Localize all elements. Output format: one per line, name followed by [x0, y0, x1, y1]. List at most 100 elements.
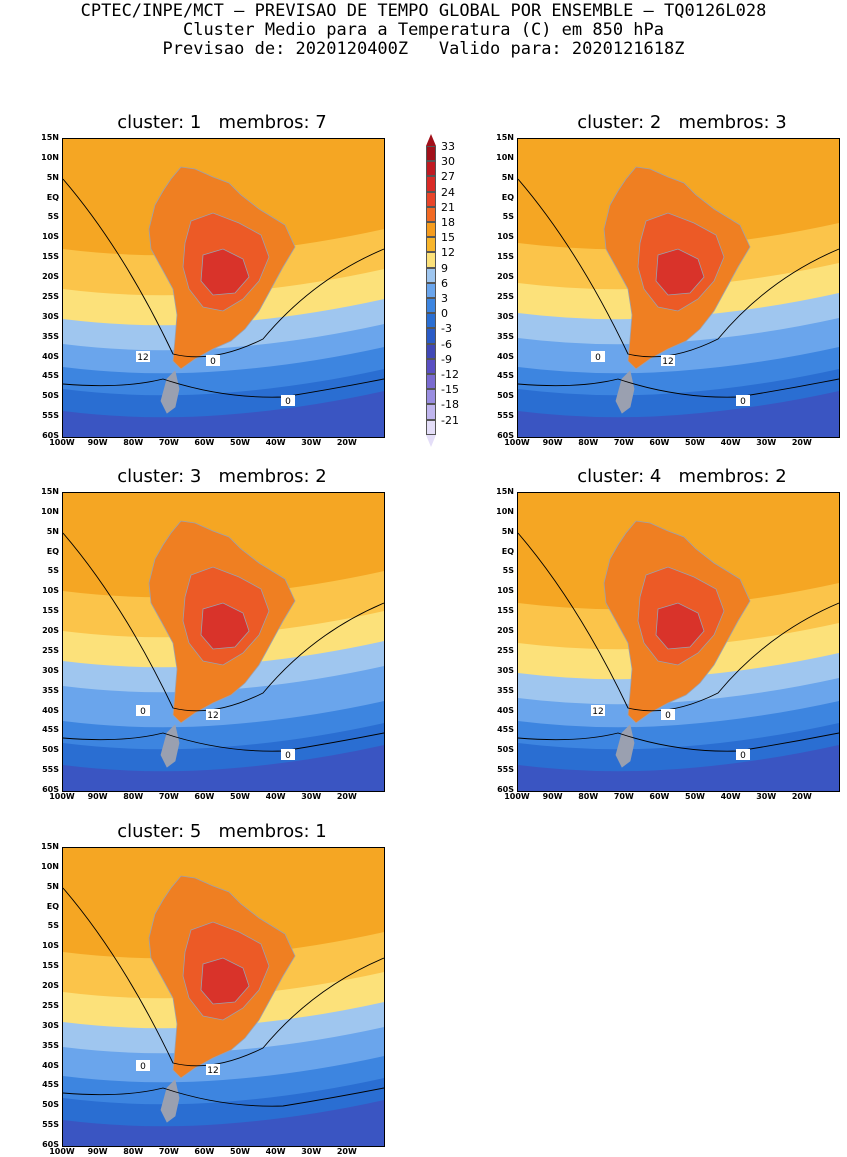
lon-tick-label: 60W — [649, 792, 670, 801]
lat-tick-label: 30S — [497, 665, 514, 675]
lat-tick-label: 20S — [497, 626, 514, 636]
lon-tick-label: 30W — [301, 792, 322, 801]
lon-tick-label: 70W — [158, 792, 179, 801]
lon-tick-label: 20W — [336, 438, 357, 447]
colorbar-label: 33 — [441, 140, 455, 153]
contour-label: 0 — [140, 707, 146, 717]
colorbar-label: -3 — [441, 322, 452, 336]
lat-tick-label: 10N — [496, 152, 514, 162]
temperature-band — [518, 391, 839, 437]
lon-tick-label: 70W — [613, 438, 634, 447]
lat-tick-label: 60S — [497, 785, 514, 794]
header-line-1: CPTEC/INPE/MCT — PREVISAO DE TEMPO GLOBA… — [80, 1, 767, 21]
lon-tick-label: 90W — [87, 1147, 108, 1156]
lon-tick-label: 50W — [685, 792, 705, 801]
cluster-title: cluster: 5 membros: 1 — [117, 821, 327, 842]
colorbar-segment — [426, 298, 436, 314]
temperature-map: 0 12 0 — [62, 138, 385, 438]
contour-label: 12 — [207, 1066, 218, 1076]
lat-tick-label: 50S — [497, 745, 514, 755]
land-region — [655, 248, 705, 296]
temperature-band — [63, 391, 384, 437]
lat-tick-label: 15N — [41, 133, 59, 142]
lat-tick-label: 5N — [46, 526, 59, 536]
colorbar-segment — [426, 206, 436, 222]
lon-tick-label: 30W — [756, 792, 777, 801]
lat-tick-label: 30S — [42, 1020, 59, 1030]
lat-tick-label: 20S — [42, 981, 59, 991]
lon-tick-label: 90W — [542, 792, 563, 801]
contour-label-box — [591, 351, 605, 362]
colorbar-segment — [426, 389, 436, 405]
contour-label: 0 — [740, 397, 746, 407]
contour-0 — [63, 732, 384, 752]
lat-tick-label: EQ — [46, 901, 59, 911]
contour-label-box — [736, 749, 750, 760]
lon-tick-label: 100W — [504, 792, 530, 801]
lat-tick-label: 5N — [501, 172, 514, 182]
lon-tick-label: 20W — [791, 792, 812, 801]
land-region — [655, 602, 705, 650]
lon-tick-label: 20W — [336, 792, 357, 801]
lon-tick-label: 30W — [301, 1147, 322, 1156]
contour-0 — [63, 1087, 384, 1107]
lat-tick-label: 20S — [497, 272, 514, 282]
colorbar-segment — [426, 328, 436, 344]
colorbar-label: 9 — [441, 261, 448, 275]
colorbar-segment — [426, 176, 436, 192]
lat-tick-label: 35S — [42, 685, 59, 695]
contour-label-box — [661, 355, 675, 366]
lat-tick-label: 20S — [42, 272, 59, 282]
lat-tick-label: 10S — [497, 232, 514, 242]
contour-label: 0 — [140, 1062, 146, 1072]
lat-tick-label: 10N — [41, 152, 59, 162]
lat-tick-label: 25S — [42, 645, 59, 655]
lon-tick-label: 80W — [123, 1147, 144, 1156]
lat-tick-label: 45S — [42, 1080, 59, 1090]
lat-tick-label: 60S — [42, 785, 59, 794]
lat-tick-label: 15N — [41, 842, 59, 851]
contour-0 — [518, 732, 839, 752]
lat-tick-label: 60S — [497, 431, 514, 440]
lat-tick-label: 50S — [42, 1100, 59, 1110]
colorbar-segment — [426, 222, 436, 238]
lat-tick-label: 5S — [47, 921, 59, 931]
colorbar-label: -15 — [441, 383, 459, 397]
contour-label: 12 — [662, 357, 673, 367]
contour-label-box — [591, 705, 605, 716]
contour-label-box — [136, 1060, 150, 1071]
lat-tick-label: EQ — [501, 546, 514, 556]
contour-0 — [63, 378, 384, 398]
lat-tick-label: 25S — [497, 645, 514, 655]
land-region — [200, 957, 250, 1005]
contour-label: 0 — [740, 751, 746, 761]
colorbar-segment — [426, 282, 436, 298]
lat-tick-label: 10N — [496, 506, 514, 516]
colorbar-segment — [426, 419, 436, 435]
lat-tick-label: 60S — [42, 431, 59, 440]
lat-tick-label: 35S — [497, 331, 514, 341]
cluster-title: cluster: 4 membros: 2 — [577, 466, 787, 487]
lat-tick-label: 15N — [496, 133, 514, 142]
lon-tick-label: 90W — [542, 438, 563, 447]
lon-tick-label: 100W — [49, 438, 75, 447]
contour-label-box — [136, 351, 150, 362]
colorbar-segment — [426, 252, 436, 268]
colorbar-label: -12 — [441, 368, 459, 381]
temperature-band — [63, 745, 384, 791]
lat-tick-label: 15S — [42, 961, 59, 971]
lon-tick-label: 20W — [791, 438, 812, 447]
colorbar-label: -18 — [441, 398, 459, 412]
contour-label-box — [136, 705, 150, 716]
colorbar-label: -6 — [441, 337, 452, 351]
contour-label-box — [281, 395, 295, 406]
land-region — [160, 724, 180, 768]
lat-tick-label: 40S — [42, 351, 59, 361]
lat-tick-label: 30S — [42, 311, 59, 321]
colorbar-label: 6 — [441, 276, 448, 290]
lat-tick-label: 40S — [497, 351, 514, 361]
lon-tick-label: 40W — [265, 438, 286, 447]
lat-tick-label: 40S — [497, 705, 514, 715]
contour-label: 0 — [285, 751, 291, 761]
lat-tick-label: 5N — [46, 172, 59, 182]
